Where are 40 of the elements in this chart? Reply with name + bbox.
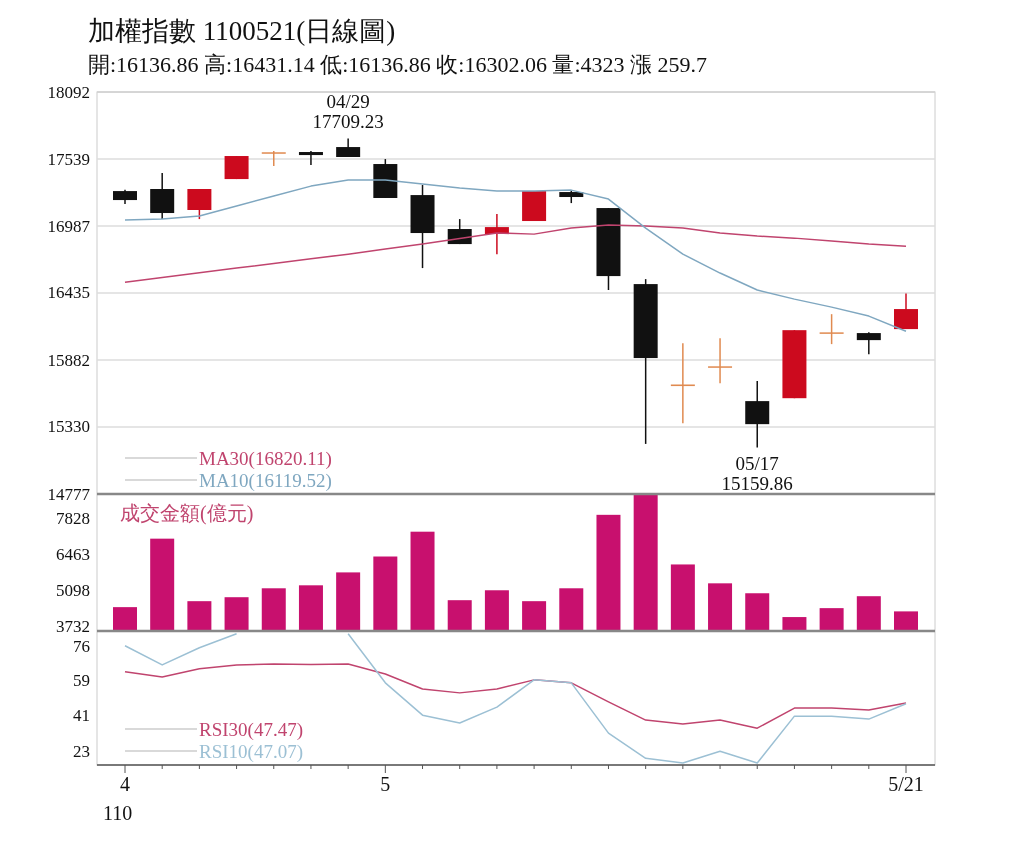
y-tick-label: 5098 bbox=[56, 581, 90, 601]
text: 110 bbox=[103, 802, 133, 824]
candlestick bbox=[670, 342, 695, 424]
y-tick-label: 76 bbox=[73, 637, 90, 657]
y-tick-label: 16435 bbox=[47, 283, 90, 303]
y-tick-label: 7828 bbox=[56, 509, 90, 529]
x-tick-label: 5/21 bbox=[888, 773, 924, 795]
y-tick-label: 15882 bbox=[47, 350, 90, 370]
annotation: 15159.86 bbox=[721, 472, 793, 494]
y-tick-label: 14777 bbox=[47, 484, 91, 504]
y-tick-label: 3732 bbox=[56, 617, 90, 637]
candlestick bbox=[894, 292, 918, 330]
candlestick bbox=[187, 188, 212, 220]
y-tick-label: 18092 bbox=[47, 82, 90, 102]
text: RSI10(47.07) bbox=[199, 740, 303, 763]
chart-subtitle: 開:16136.86 高:16431.14 低:16136.86 收:16302.06 量:4323 漲 259.7 bbox=[88, 52, 708, 77]
y-tick-label: 17539 bbox=[47, 149, 90, 169]
candlestick bbox=[708, 337, 733, 384]
text: RSI30(47.47) bbox=[199, 718, 303, 741]
x-tick-label: 5 bbox=[380, 773, 391, 795]
y-tick-label: 41 bbox=[73, 706, 90, 726]
y-tick-label: 16987 bbox=[47, 216, 91, 236]
candlestick bbox=[856, 331, 881, 355]
candlestick bbox=[261, 150, 286, 167]
line-series bbox=[124, 224, 907, 283]
candlestick bbox=[745, 380, 770, 449]
y-tick-label: 15330 bbox=[47, 417, 90, 437]
candlestick bbox=[819, 313, 844, 345]
y-tick-label: 59 bbox=[73, 670, 90, 690]
annotation: 04/29 bbox=[326, 91, 370, 113]
text: MA30(16820.11) bbox=[199, 447, 332, 470]
x-tick-label: 4 bbox=[120, 773, 130, 795]
annotation: 17709.23 bbox=[312, 111, 384, 133]
y-tick-label: 6463 bbox=[56, 545, 90, 565]
chart-title: 成交金額(億元) bbox=[120, 502, 254, 525]
chart-title: 加權指數 1100521(日線圖) bbox=[88, 16, 396, 46]
y-tick-label: 23 bbox=[73, 741, 90, 761]
candlestick bbox=[298, 150, 323, 166]
text: MA10(16119.52) bbox=[199, 469, 332, 492]
annotation: 05/17 bbox=[735, 452, 779, 474]
